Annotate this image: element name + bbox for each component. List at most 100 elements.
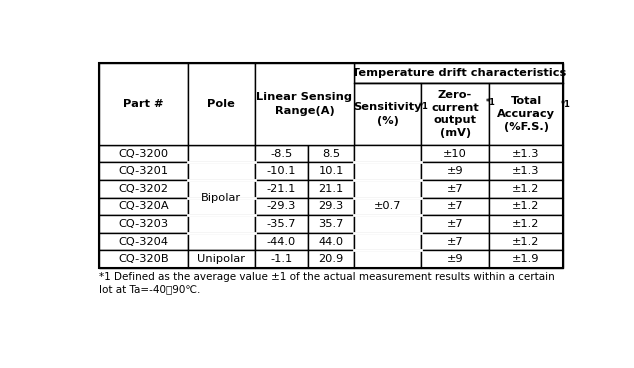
Bar xyxy=(422,162,489,180)
Text: ±7: ±7 xyxy=(447,184,463,194)
Bar xyxy=(354,180,422,198)
Text: ±1.2: ±1.2 xyxy=(512,184,540,194)
Bar xyxy=(354,63,563,83)
Text: Zero-
current
output
(mV): Zero- current output (mV) xyxy=(431,90,479,138)
Bar xyxy=(489,145,563,162)
Text: CQ-320A: CQ-320A xyxy=(118,201,169,211)
Text: *1 Defined as the average value ±1 of the actual measurement results within a ce: *1 Defined as the average value ±1 of th… xyxy=(99,272,555,294)
Bar xyxy=(489,83,563,145)
Text: ±0.7: ±0.7 xyxy=(374,201,401,211)
Bar xyxy=(308,198,354,215)
Bar xyxy=(422,250,489,268)
Bar xyxy=(354,83,422,145)
Text: 44.0: 44.0 xyxy=(318,237,344,247)
Bar xyxy=(422,83,489,145)
Bar xyxy=(308,180,354,198)
Bar xyxy=(308,233,354,250)
Bar xyxy=(354,233,422,250)
Text: ±9: ±9 xyxy=(447,254,463,264)
Text: Part #: Part # xyxy=(123,99,164,109)
Bar xyxy=(489,180,563,198)
Bar xyxy=(489,233,563,250)
Bar xyxy=(308,215,354,233)
Bar xyxy=(255,180,308,198)
Text: -10.1: -10.1 xyxy=(267,166,296,176)
Text: Linear Sensing
Range(A): Linear Sensing Range(A) xyxy=(257,92,353,116)
Bar xyxy=(188,63,255,145)
Text: CQ-3200: CQ-3200 xyxy=(118,149,168,159)
Bar xyxy=(188,180,255,198)
Bar xyxy=(99,198,188,215)
Bar xyxy=(308,162,354,180)
Bar xyxy=(308,145,354,162)
Text: ±9: ±9 xyxy=(447,166,463,176)
Bar xyxy=(255,198,308,215)
Bar xyxy=(422,180,489,198)
Text: *1: *1 xyxy=(419,102,429,112)
Bar xyxy=(188,250,255,268)
Text: ±7: ±7 xyxy=(447,219,463,229)
Bar xyxy=(422,198,489,215)
Text: ±1.2: ±1.2 xyxy=(512,219,540,229)
Text: ±1.2: ±1.2 xyxy=(512,237,540,247)
Bar xyxy=(354,145,422,162)
Bar xyxy=(489,198,563,215)
Text: CQ-3202: CQ-3202 xyxy=(118,184,168,194)
Bar xyxy=(422,233,489,250)
Text: CQ-320B: CQ-320B xyxy=(118,254,169,264)
Bar xyxy=(489,162,563,180)
Text: Bipolar: Bipolar xyxy=(201,192,242,202)
Bar xyxy=(422,215,489,233)
Text: ±10: ±10 xyxy=(443,149,467,159)
Text: Temperature drift characteristics: Temperature drift characteristics xyxy=(351,68,566,78)
Text: *1: *1 xyxy=(486,98,496,107)
Bar xyxy=(489,215,563,233)
Bar xyxy=(99,233,188,250)
Bar xyxy=(188,63,255,83)
Text: ±1.3: ±1.3 xyxy=(512,166,540,176)
Bar xyxy=(99,180,188,198)
Text: -1.1: -1.1 xyxy=(270,254,292,264)
Text: -35.7: -35.7 xyxy=(267,219,296,229)
Text: -29.3: -29.3 xyxy=(267,201,296,211)
Bar xyxy=(99,250,188,268)
Bar xyxy=(99,145,188,162)
Text: 21.1: 21.1 xyxy=(318,184,344,194)
Bar xyxy=(99,63,563,268)
Bar xyxy=(354,215,422,233)
Bar xyxy=(99,63,188,145)
Bar xyxy=(255,215,308,233)
Text: Pole: Pole xyxy=(207,99,235,109)
Text: -21.1: -21.1 xyxy=(267,184,296,194)
Bar xyxy=(255,162,308,180)
Bar xyxy=(354,162,422,180)
Text: CQ-3204: CQ-3204 xyxy=(118,237,168,247)
Text: -8.5: -8.5 xyxy=(270,149,292,159)
Text: ±7: ±7 xyxy=(447,201,463,211)
Bar xyxy=(188,215,255,233)
Bar xyxy=(255,63,354,145)
Bar xyxy=(422,145,489,162)
Text: Total
Accuracy
(%F.S.): Total Accuracy (%F.S.) xyxy=(497,96,555,132)
Bar xyxy=(255,250,308,268)
Text: ±1.9: ±1.9 xyxy=(512,254,540,264)
Bar xyxy=(255,233,308,250)
Bar xyxy=(255,145,308,162)
Text: Unipolar: Unipolar xyxy=(197,254,245,264)
Bar xyxy=(188,198,255,215)
Bar xyxy=(489,250,563,268)
Bar xyxy=(188,162,255,180)
Text: *1: *1 xyxy=(561,99,571,109)
Bar xyxy=(99,215,188,233)
Bar xyxy=(354,250,422,268)
Text: 35.7: 35.7 xyxy=(318,219,344,229)
Text: Sensitivity
(%): Sensitivity (%) xyxy=(354,102,422,125)
Text: CQ-3201: CQ-3201 xyxy=(118,166,168,176)
Text: 20.9: 20.9 xyxy=(318,254,344,264)
Text: ±1.3: ±1.3 xyxy=(512,149,540,159)
Bar xyxy=(308,250,354,268)
Text: ±7: ±7 xyxy=(447,237,463,247)
Text: -44.0: -44.0 xyxy=(267,237,296,247)
Bar xyxy=(188,233,255,250)
Bar xyxy=(99,63,188,83)
